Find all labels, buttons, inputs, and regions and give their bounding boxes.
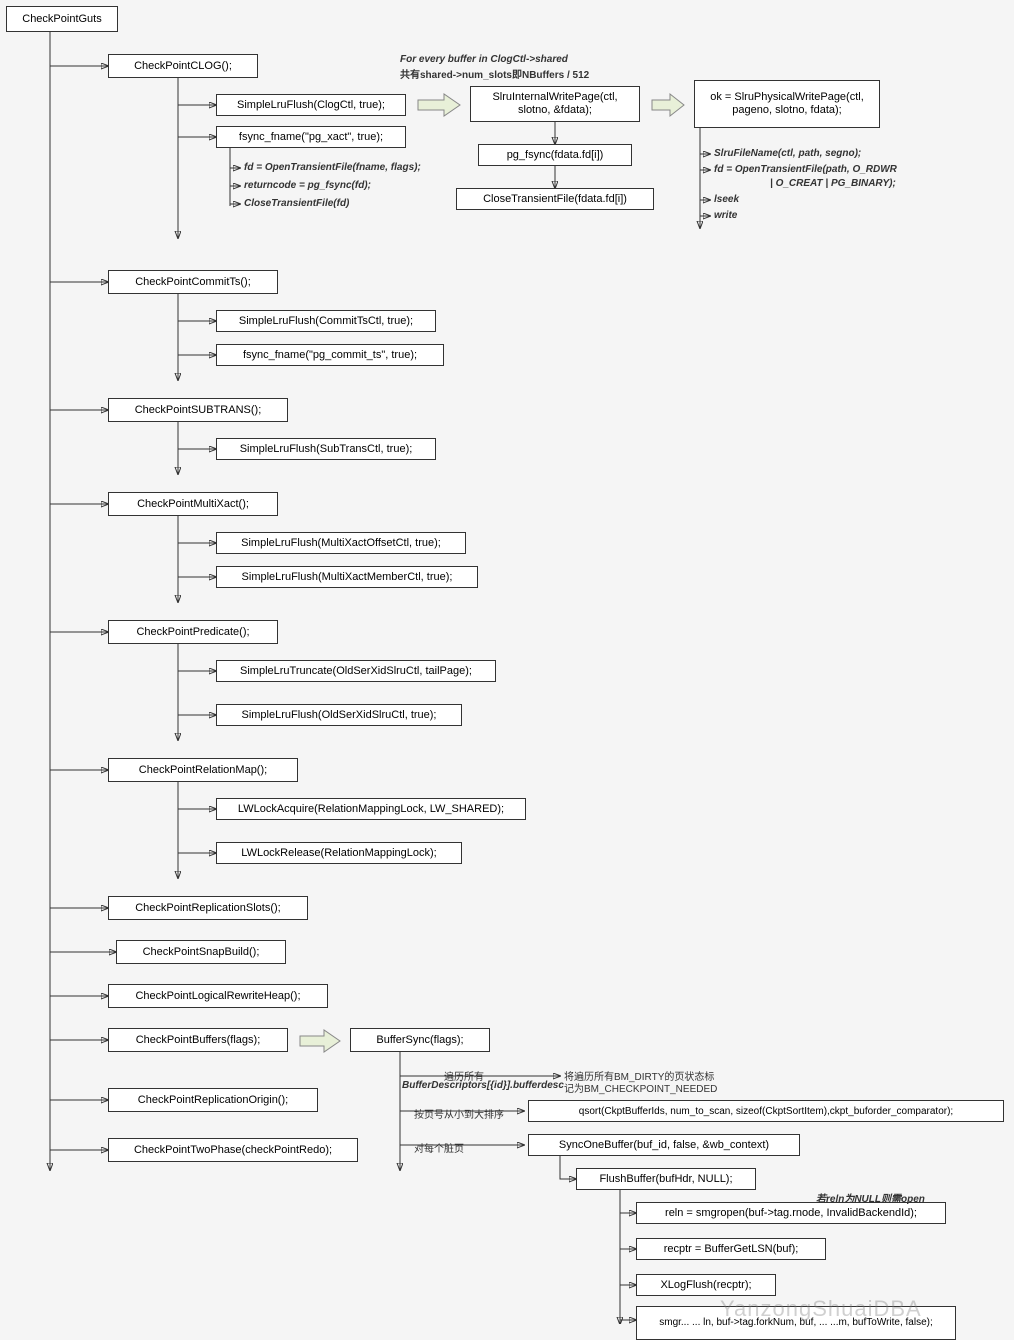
node-closetransientfile: CloseTransientFile(fdata.fd[i]) [456, 188, 654, 210]
note-pwp-2: fd = OpenTransientFile(path, O_RDWR [714, 164, 897, 175]
node-synconebuffer: SyncOneBuffer(buf_id, false, &wb_context… [528, 1134, 800, 1156]
node-slruphysicalwritepage: ok = SlruPhysicalWritePage(ctl, pageno, … [694, 80, 880, 128]
node-checkpointcommitts: CheckPointCommitTs(); [108, 270, 278, 294]
node-checkpointsnapbuild: CheckPointSnapBuild(); [116, 940, 286, 964]
node-checkpointreplicationorigin: CheckPointReplicationOrigin(); [108, 1088, 318, 1112]
node-checkpointbuffers: CheckPointBuffers(flags); [108, 1028, 288, 1052]
node-slruflush-mxmember: SimpleLruFlush(MultiXactMemberCtl, true)… [216, 566, 478, 588]
node-slruflush-mxoffset: SimpleLruFlush(MultiXactOffsetCtl, true)… [216, 532, 466, 554]
node-slruflush-subtrans: SimpleLruFlush(SubTransCtl, true); [216, 438, 436, 460]
note-clog-2: 共有shared->num_slots即NBuffers / 512 [400, 66, 589, 81]
note-fsync-2: returncode = pg_fsync(fd); [244, 180, 371, 191]
note-reln: 若reln为NULL则需open [816, 1190, 925, 1205]
node-slruflush-committs: SimpleLruFlush(CommitTsCtl, true); [216, 310, 436, 332]
node-checkpointpredicate: CheckPointPredicate(); [108, 620, 278, 644]
node-checkpointlogicalrewriteheap: CheckPointLogicalRewriteHeap(); [108, 984, 328, 1008]
node-qsort: qsort(CkptBufferIds, num_to_scan, sizeof… [528, 1100, 1004, 1122]
note-pwp-3: lseek [714, 194, 739, 205]
note-pwp-4: write [714, 210, 737, 221]
note-bs-4: 对每个脏页 [414, 1140, 464, 1155]
node-smgropen: reln = smgropen(buf->tag.rnode, InvalidB… [636, 1202, 946, 1224]
node-buffersync: BufferSync(flags); [350, 1028, 490, 1052]
node-lwlockrelease: LWLockRelease(RelationMappingLock); [216, 842, 462, 864]
node-buffergetlsn: recptr = BufferGetLSN(buf); [636, 1238, 826, 1260]
node-checkpointsubtrans: CheckPointSUBTRANS(); [108, 398, 288, 422]
node-pgfsync: pg_fsync(fdata.fd[i]) [478, 144, 632, 166]
node-fsync-xact: fsync_fname("pg_xact", true); [216, 126, 406, 148]
node-fsync-committs: fsync_fname("pg_commit_ts", true); [216, 344, 444, 366]
note-fsync-1: fd = OpenTransientFile(fname, flags); [244, 162, 421, 173]
node-checkpointreplicationslots: CheckPointReplicationSlots(); [108, 896, 308, 920]
note-pwp-2b: | O_CREAT | PG_BINARY); [770, 178, 896, 189]
note-bs-3: 按页号从小到大排序 [414, 1106, 504, 1121]
note-pwp-1: SlruFileName(ctl, path, segno); [714, 148, 861, 159]
node-lwlockacquire: LWLockAcquire(RelationMappingLock, LW_SH… [216, 798, 526, 820]
node-checkpointtwophase: CheckPointTwoPhase(checkPointRedo); [108, 1138, 358, 1162]
node-slruinternalwritepage: SlruInternalWritePage(ctl, slotno, &fdat… [470, 86, 640, 122]
note-bs-1b: BufferDescriptors[{id}].bufferdesc [402, 1080, 564, 1091]
node-checkpointguts: CheckPointGuts [6, 6, 118, 32]
note-bs-2b: 记为BM_CHECKPOINT_NEEDED [564, 1080, 717, 1095]
node-slruflush-clog: SimpleLruFlush(ClogCtl, true); [216, 94, 406, 116]
watermark-text: YanzongShuaiDBA [720, 1296, 922, 1322]
node-slrutruncate-oldser: SimpleLruTruncate(OldSerXidSlruCtl, tail… [216, 660, 496, 682]
big-arrow-icon [416, 92, 462, 118]
node-slruflush-oldser: SimpleLruFlush(OldSerXidSlruCtl, true); [216, 704, 462, 726]
note-fsync-3: CloseTransientFile(fd) [244, 198, 349, 209]
node-checkpointmultixact: CheckPointMultiXact(); [108, 492, 278, 516]
node-checkpointrelationmap: CheckPointRelationMap(); [108, 758, 298, 782]
node-checkpointclog: CheckPointCLOG(); [108, 54, 258, 78]
node-xlogflush: XLogFlush(recptr); [636, 1274, 776, 1296]
big-arrow-icon [298, 1028, 342, 1054]
node-flushbuffer: FlushBuffer(bufHdr, NULL); [576, 1168, 756, 1190]
big-arrow-icon [650, 92, 686, 118]
note-clog-1: For every buffer in ClogCtl->shared [400, 54, 568, 65]
